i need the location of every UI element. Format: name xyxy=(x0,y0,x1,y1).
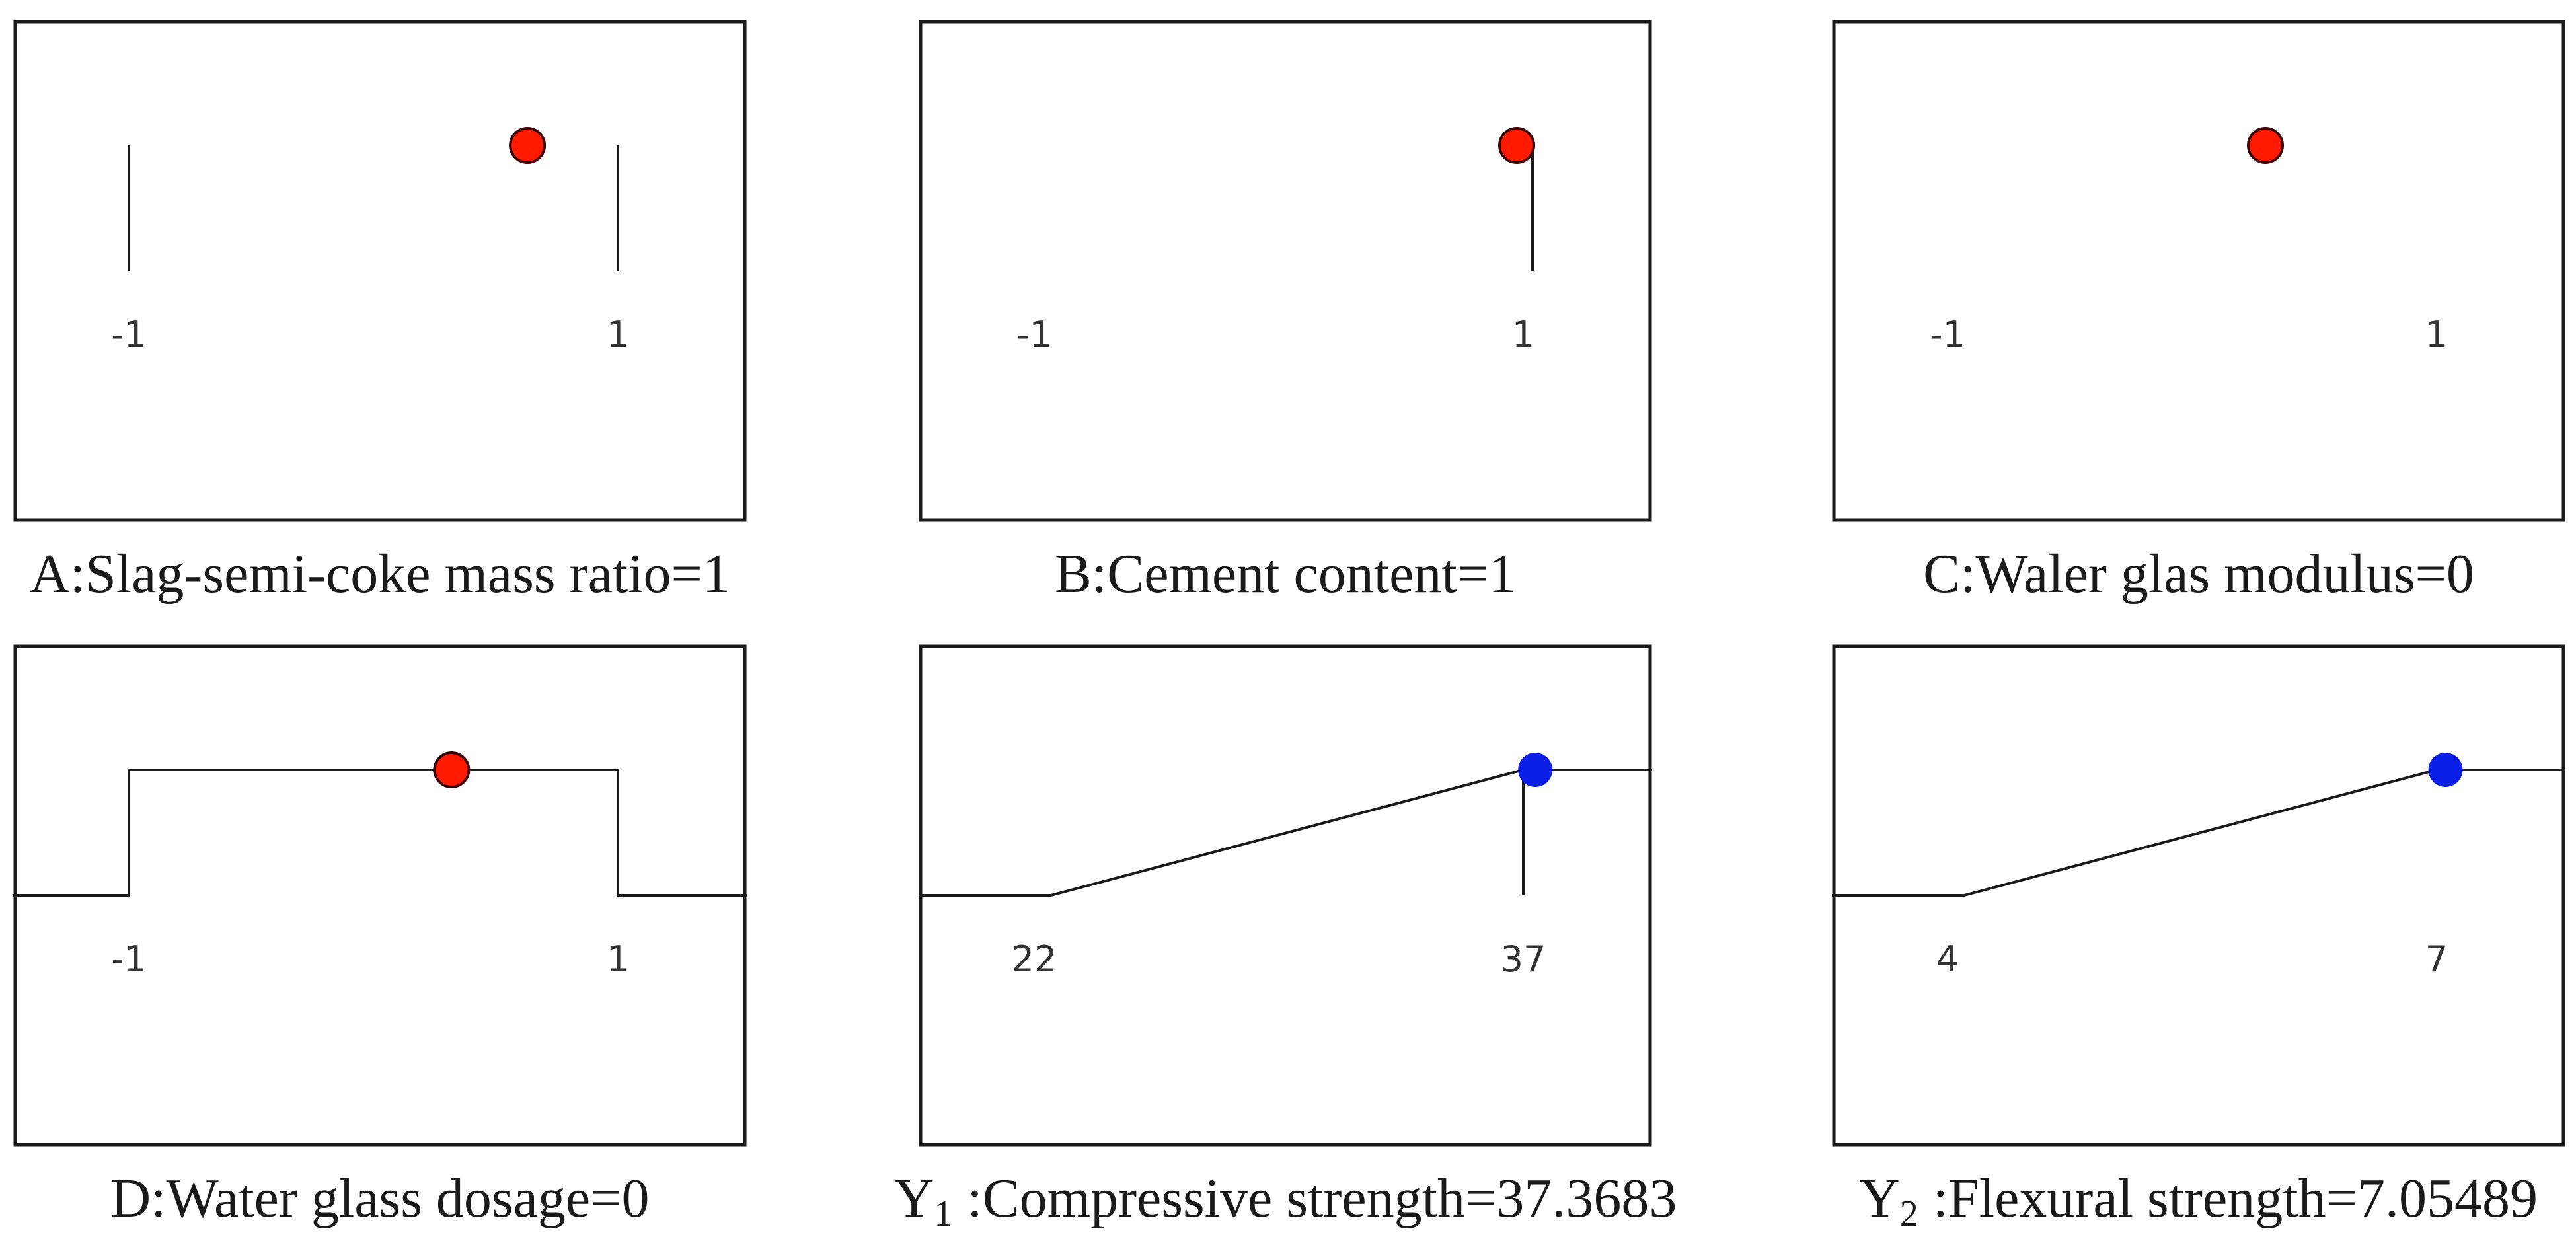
current-value-marker xyxy=(1498,127,1535,164)
desirability-curve xyxy=(13,769,747,897)
current-value-marker xyxy=(1518,753,1553,787)
panel-c-caption: C:Waler glas modulus=0 xyxy=(1923,542,2474,606)
panel-y2-tick-min: 4 xyxy=(1936,938,1959,980)
panel-b-caption: B:Cement content=1 xyxy=(1055,542,1516,606)
plot-frame xyxy=(1832,20,2565,522)
panel-y2-title-sub: 2 xyxy=(1899,1193,1918,1234)
desirability-curve xyxy=(1832,769,2565,897)
current-value-marker xyxy=(2247,127,2284,164)
panel-y2-caption: Y2:Flexural strength=7.05489 xyxy=(1860,1166,2538,1235)
panel-y1-tick-max: 37 xyxy=(1500,938,1546,980)
panel-d-caption: D:Water glass dosage=0 xyxy=(110,1166,649,1230)
panel-y1-title-sub: 1 xyxy=(934,1193,953,1234)
panel-d-title: D:Water glass dosage=0 xyxy=(110,1168,650,1229)
panel-b-tick-min: -1 xyxy=(1016,314,1052,356)
panel-b-tick-max: 1 xyxy=(1511,314,1535,356)
panel-d-tick-max: 1 xyxy=(606,938,630,980)
panel-c-plot xyxy=(1832,20,2565,522)
panel-y1-plot xyxy=(919,644,1652,1147)
panel-d-plot xyxy=(13,644,747,1147)
current-value-marker xyxy=(2428,753,2463,787)
plot-frame xyxy=(919,20,1652,522)
panel-c-tick-min: -1 xyxy=(1930,314,1965,356)
panel-y2-title: :Flexural strength=7.05489 xyxy=(1932,1168,2538,1229)
panel-b-title: B:Cement content=1 xyxy=(1054,543,1517,605)
panel-a-plot xyxy=(13,20,747,522)
panel-y2-plot xyxy=(1832,644,2565,1147)
panel-y1-title: :Compressive strength=37.3683 xyxy=(967,1168,1677,1229)
plot-frame xyxy=(13,20,747,522)
current-value-marker xyxy=(509,127,547,164)
panel-d-tick-min: -1 xyxy=(111,938,147,980)
current-value-marker xyxy=(433,751,471,788)
panel-c-tick-max: 1 xyxy=(2425,314,2448,356)
panel-a-tick-max: 1 xyxy=(606,314,630,356)
panel-y1-caption: Y1:Compressive strength=37.3683 xyxy=(894,1166,1677,1235)
panel-y2-tick-max: 7 xyxy=(2425,938,2448,980)
panel-a-tick-min: -1 xyxy=(111,314,147,356)
panel-a-caption: A:Slag-semi-coke mass ratio=1 xyxy=(30,542,730,606)
panel-y1-tick-min: 22 xyxy=(1011,938,1057,980)
panel-a-title: A:Slag-semi-coke mass ratio=1 xyxy=(30,543,730,605)
panel-c-title: C:Waler glas modulus=0 xyxy=(1923,543,2474,605)
desirability-curve xyxy=(919,769,1652,897)
panel-y1-title-prefix: Y1 xyxy=(893,1168,953,1234)
panel-b-plot xyxy=(919,20,1652,522)
panel-y2-title-prefix: Y2 xyxy=(1860,1168,1918,1234)
